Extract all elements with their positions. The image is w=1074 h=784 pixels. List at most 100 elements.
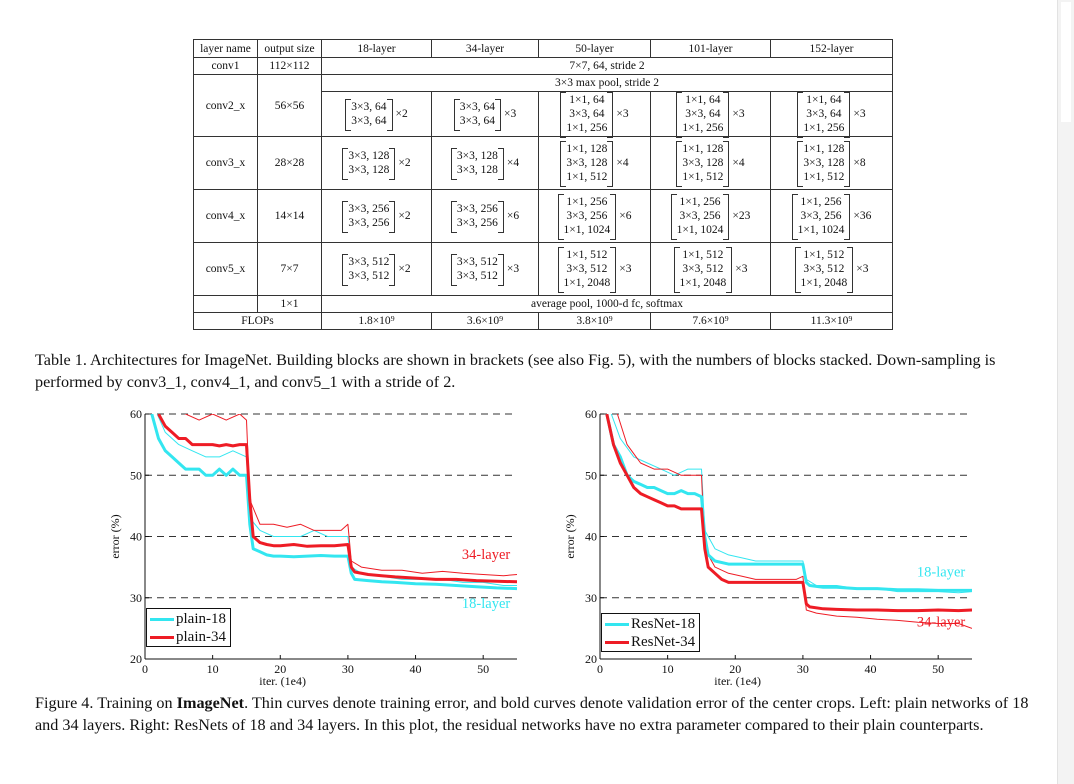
block-layer-spec: 3×3, 64 [806, 108, 842, 120]
plot-left: 20 30 40 50 60 0 10 20 30 40 50 iter. (1e4) error (%… [108, 407, 517, 688]
block-multiplier: ×4 [506, 157, 520, 169]
block-multiplier: ×3 [504, 108, 517, 120]
header-cell: 101-layer [650, 39, 771, 58]
y-tick-label: 50 [130, 468, 142, 482]
block-bracket: 1×1, 256 3×3, 256 1×1, 1024 [791, 194, 851, 240]
block-layer-spec: 3×3, 64 [351, 101, 387, 113]
x-axis-label: iter. (1e4) [259, 674, 306, 688]
block-cell-50-layer: 1×1, 512 3×3, 512 1×1, 2048 ×3 [538, 242, 651, 296]
block-bracket: 3×3, 256 3×3, 256 [342, 201, 396, 233]
layer-name-cell: conv1 [193, 57, 258, 75]
block-layer-spec: 3×3, 128 [803, 157, 845, 169]
block-stack: 3×3, 512 3×3, 512 ×2 [342, 254, 411, 286]
block-stack: 1×1, 128 3×3, 128 1×1, 512 ×4 [560, 141, 629, 187]
legend-label: plain-34 [176, 629, 226, 645]
block-layer-spec: 1×1, 256 [682, 122, 724, 134]
block-layer-spec: 3×3, 64 [459, 115, 495, 127]
table-row-conv1: conv1 112×112 7×7, 64, stride 2 [193, 57, 893, 75]
legend-entry: ResNet-18 [605, 615, 695, 633]
block-layer-spec: 3×3, 256 [566, 210, 608, 222]
annotation-label: 18-layer [917, 564, 965, 580]
block-multiplier: ×2 [398, 210, 411, 222]
scrollbar-thumb[interactable] [1061, 2, 1071, 122]
series-line-plain-18-val [150, 414, 517, 591]
block-bracket: 1×1, 512 3×3, 512 1×1, 2048 [794, 247, 854, 293]
x-tick-label: 0 [597, 662, 603, 676]
block-layer-spec: 3×3, 512 [456, 256, 498, 268]
legend-entry: plain-18 [150, 610, 226, 628]
table-row-2: conv4_x 14×14 3×3, 256 3×3, 256 ×2 3×3, 256 3×… [193, 189, 893, 243]
y-tick-label: 60 [585, 407, 597, 421]
block-cell-18-layer: 3×3, 128 3×3, 128 ×2 [321, 136, 432, 190]
series-line-resnet-18-val [605, 414, 972, 592]
block-layer-spec: 3×3, 64 [459, 101, 495, 113]
block-cell-50-layer: 1×1, 256 3×3, 256 1×1, 1024 ×6 [538, 189, 651, 243]
block-layer-spec: 3×3, 256 [348, 203, 390, 215]
block-layer-spec: 1×1, 2048 [563, 277, 611, 289]
block-multiplier: ×4 [732, 157, 745, 169]
y-axis-label: error (%) [563, 514, 577, 558]
block-bracket: 1×1, 64 3×3, 64 1×1, 256 [560, 92, 614, 138]
y-tick-label: 20 [585, 652, 597, 666]
y-tick-label: 40 [130, 530, 142, 544]
table-row-pool: 1×1 average pool, 1000-d fc, softmax [193, 295, 893, 313]
block-layer-spec: 1×1, 2048 [800, 277, 848, 289]
block-cell-34-layer: 3×3, 128 3×3, 128 ×4 [431, 136, 539, 190]
output-size-cell: 1×1 [257, 295, 322, 313]
x-tick-label: 20 [274, 662, 286, 676]
block-multiplier: ×3 [619, 263, 632, 275]
block-layer-spec: 3×3, 64 [569, 108, 605, 120]
block-cell-101-layer: 1×1, 128 3×3, 128 1×1, 512 ×4 [650, 136, 771, 190]
annotation-label: 18-layer [462, 596, 510, 612]
block-layer-spec: 3×3, 512 [456, 270, 498, 282]
block-layer-spec: 3×3, 64 [685, 108, 721, 120]
block-bracket: 1×1, 64 3×3, 64 1×1, 256 [797, 92, 851, 138]
block-layer-spec: 3×3, 128 [348, 150, 390, 162]
x-tick-label: 0 [142, 662, 148, 676]
block-layer-spec: 1×1, 1024 [797, 224, 845, 236]
block-cell-152-layer: 1×1, 512 3×3, 512 1×1, 2048 ×3 [770, 242, 893, 296]
block-multiplier: ×6 [619, 210, 632, 222]
output-size-cell: 56×56 [257, 74, 322, 137]
legend-swatch-cyan [605, 622, 629, 626]
flops-cell: 11.3×10⁹ [770, 312, 893, 330]
pool-spec-cell: average pool, 1000-d fc, softmax [321, 295, 893, 313]
x-tick-label: 10 [207, 662, 219, 676]
legend-swatch-red [150, 635, 174, 639]
legend-label: ResNet-34 [631, 634, 696, 650]
table-header-row: layer name output size 18-layer 34-layer… [193, 39, 893, 58]
block-stack: 3×3, 256 3×3, 256 ×2 [342, 201, 411, 233]
table-row-conv2: 3×3, 64 3×3, 64 ×2 3×3, 64 3×3, 64 ×3 1×1, 64 3… [194, 91, 893, 138]
legend-swatch-cyan [150, 617, 174, 621]
block-stack: 1×1, 512 3×3, 512 1×1, 2048 ×3 [557, 247, 632, 293]
block-cell-18-layer: 3×3, 512 3×3, 512 ×2 [321, 242, 432, 296]
block-multiplier: ×3 [616, 108, 629, 120]
block-multiplier: ×3 [856, 263, 869, 275]
block-multiplier: ×3 [735, 263, 748, 275]
figure-caption-rest: . Thin curves denote training error, and… [35, 694, 1029, 734]
block-layer-spec: 3×3, 128 [348, 164, 390, 176]
block-stack: 3×3, 64 3×3, 64 ×3 [453, 99, 517, 131]
block-multiplier: ×6 [506, 210, 520, 222]
block-cell-34-layer: 3×3, 64 3×3, 64 ×3 [431, 91, 539, 137]
block-bracket: 1×1, 128 3×3, 128 1×1, 512 [560, 141, 614, 187]
block-stack: 3×3, 128 3×3, 128 ×2 [342, 148, 411, 180]
header-cell: 50-layer [538, 39, 651, 58]
y-tick-label: 50 [585, 468, 597, 482]
block-layer-spec: 3×3, 256 [456, 203, 498, 215]
block-bracket: 1×1, 128 3×3, 128 1×1, 512 [676, 141, 730, 187]
table-row-flops: FLOPs 1.8×10⁹ 3.6×10⁹ 3.8×10⁹ 7.6×10⁹ 11… [193, 312, 893, 330]
block-layer-spec: 1×1, 64 [569, 94, 605, 106]
legend-right: ResNet-18 ResNet-34 [601, 613, 701, 652]
layer-name-cell: conv3_x [193, 136, 258, 190]
block-stack: 1×1, 64 3×3, 64 1×1, 256 ×3 [797, 92, 866, 138]
block-cell-50-layer: 1×1, 64 3×3, 64 1×1, 256 ×3 [538, 91, 651, 138]
vertical-scrollbar[interactable] [1057, 0, 1074, 784]
block-stack: 1×1, 64 3×3, 64 1×1, 256 ×3 [560, 92, 629, 138]
series-line-resnet-34-train [616, 414, 972, 629]
block-layer-spec: 1×1, 64 [806, 94, 842, 106]
layer-name-cell: conv5_x [193, 242, 258, 296]
legend-left: plain-18 plain-34 [146, 608, 231, 647]
legend-entry: ResNet-34 [605, 633, 695, 651]
block-layer-spec: 1×1, 64 [685, 94, 721, 106]
